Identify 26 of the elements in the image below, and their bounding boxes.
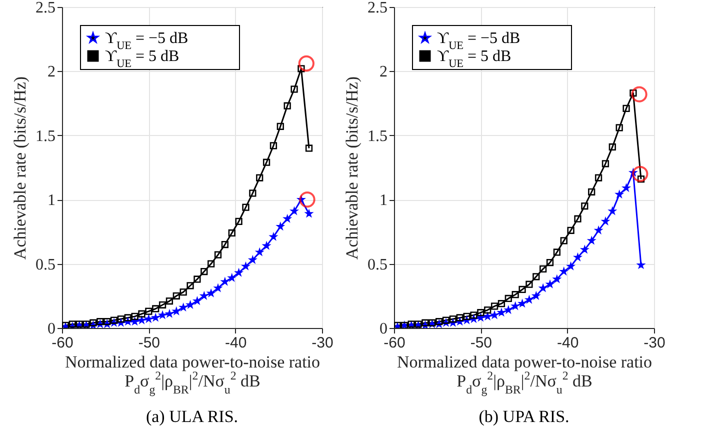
x-tick-label: -40 [224,334,246,351]
y-tick-label: 0 [47,320,55,337]
y-tick-label: 2.5 [35,0,55,16]
y-tick-label: 0.5 [35,256,55,273]
x-tick-label: -50 [138,334,160,351]
x-tick-label: -60 [383,334,405,351]
text: Normalized data power-to-noise ratio P$_{d}$σ$_{g}$$^{2}$|ρ$_{BR}$|$^{2}$/Nσ$_{u}$$^{2}$ dB [64,352,320,396]
x-tick-label: -60 [51,334,73,351]
y-tick-label: 1.5 [367,127,387,144]
y-tick-label: 2 [47,63,55,80]
y-tick-label: 1 [47,192,55,209]
y-tick-label: 1.5 [35,127,55,144]
y-axis-title: Achievable rate (bits/s/Hz) [10,76,29,260]
text: Normalized data power-to-noise ratio P$_{d}$σ$_{g}$$^{2}$|ρ$_{BR}$|$^{2}$/Nσ$_{u}$$^{2}$ dB [396,352,652,396]
y-tick-label: 1 [379,192,387,209]
x-tick-label: -30 [311,334,333,351]
x-tick-label: -30 [643,334,665,351]
text: (a) ULA RIS. [145,406,238,426]
y-tick-label: 2.5 [367,0,387,16]
y-tick-label: 0.5 [367,256,387,273]
y-tick-label: 2 [379,63,387,80]
text: (b) UPA RIS. [478,406,569,426]
y-tick-label: 0 [379,320,387,337]
y-axis-title: Achievable rate (bits/s/Hz) [342,76,361,260]
x-tick-label: -50 [470,334,492,351]
x-tick-label: -40 [556,334,578,351]
